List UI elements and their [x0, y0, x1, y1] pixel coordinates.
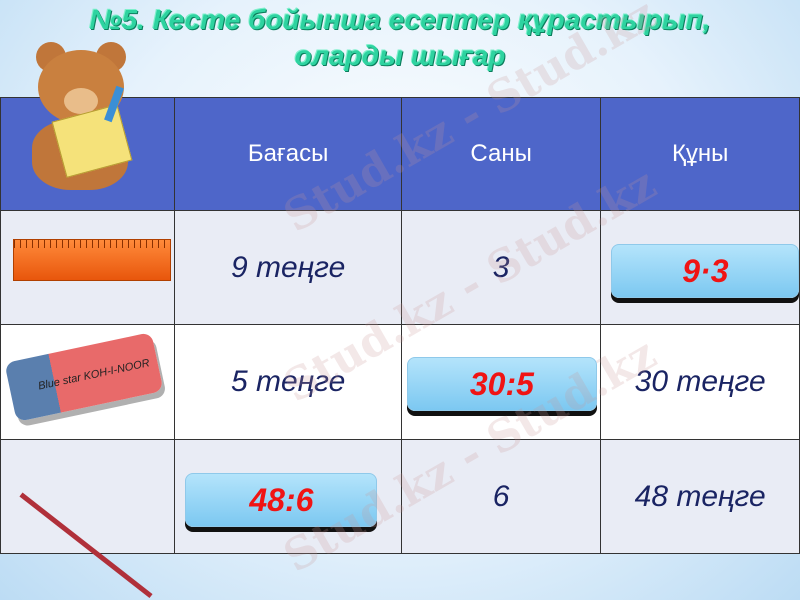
price-cell: 5 теңге — [174, 324, 402, 440]
header-row: Бағасы Саны Құны — [0, 97, 800, 211]
count-cell: 30:5 — [400, 324, 602, 440]
table-row: Blue star KOH-I-NOOR 5 теңге 30:5 30 тең… — [0, 324, 800, 440]
eraser-image: Blue star KOH-I-NOOR — [0, 324, 176, 440]
pencil-image — [0, 439, 176, 599]
price-table: Бағасы Саны Құны 9 теңге 3 9·3 Blue star… — [0, 97, 800, 599]
table-row: 9 теңге 3 9·3 — [0, 210, 800, 325]
cost-cell: 9·3 — [600, 210, 800, 325]
count-cell: 3 — [400, 210, 602, 325]
header-cost: Құны — [600, 97, 800, 211]
cost-cell: 48 теңге — [600, 439, 800, 554]
answer-button-30div5[interactable]: 30:5 — [406, 357, 597, 411]
bear-illustration — [26, 42, 146, 202]
cost-cell: 30 теңге — [600, 324, 800, 440]
price-cell: 9 теңге — [174, 210, 402, 325]
header-count: Саны — [400, 97, 602, 211]
answer-button-9x3[interactable]: 9·3 — [611, 244, 800, 298]
header-price: Бағасы — [174, 97, 402, 211]
slide-title-line1: №5. Кесте бойынша есептер құрастырып, — [89, 4, 711, 35]
ruler-image — [0, 210, 176, 325]
count-cell: 6 — [400, 439, 602, 554]
table-row: 48:6 6 48 теңге — [0, 439, 800, 599]
price-cell: 48:6 — [174, 439, 402, 554]
answer-button-48div6[interactable]: 48:6 — [185, 473, 378, 527]
slide-title-line2: оларды шығар — [294, 40, 506, 71]
